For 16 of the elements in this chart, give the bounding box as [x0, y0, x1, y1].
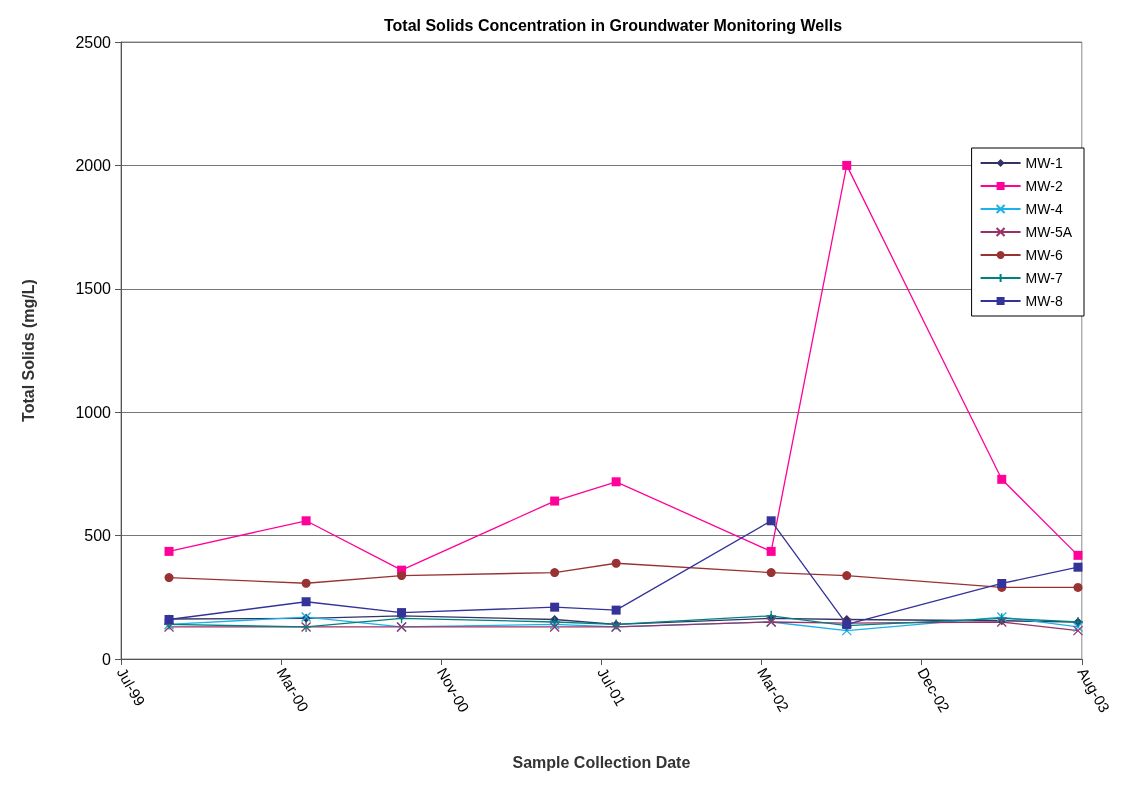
y-tick-label: 500	[84, 527, 112, 545]
legend-label: MW-4	[1025, 201, 1063, 217]
y-tick-label: 2500	[75, 33, 112, 51]
legend-label: MW-6	[1025, 247, 1063, 263]
legend-label: MW-1	[1025, 155, 1063, 171]
legend-label: MW-2	[1025, 178, 1063, 194]
legend-label: MW-8	[1025, 293, 1063, 309]
y-tick-label: 0	[102, 650, 112, 668]
y-tick-label: 2000	[75, 156, 112, 174]
y-axis-title: Total Solids (mg/L)	[19, 279, 37, 422]
y-tick-label: 1500	[75, 280, 112, 298]
x-axis-title: Sample Collection Date	[512, 753, 691, 771]
legend-label: MW-5A	[1025, 224, 1073, 240]
chart-title: Total Solids Concentration in Groundwater Monitoring Wells	[383, 16, 843, 34]
y-tick-label: 1000	[75, 403, 112, 421]
legend-label: MW-7	[1025, 270, 1063, 286]
